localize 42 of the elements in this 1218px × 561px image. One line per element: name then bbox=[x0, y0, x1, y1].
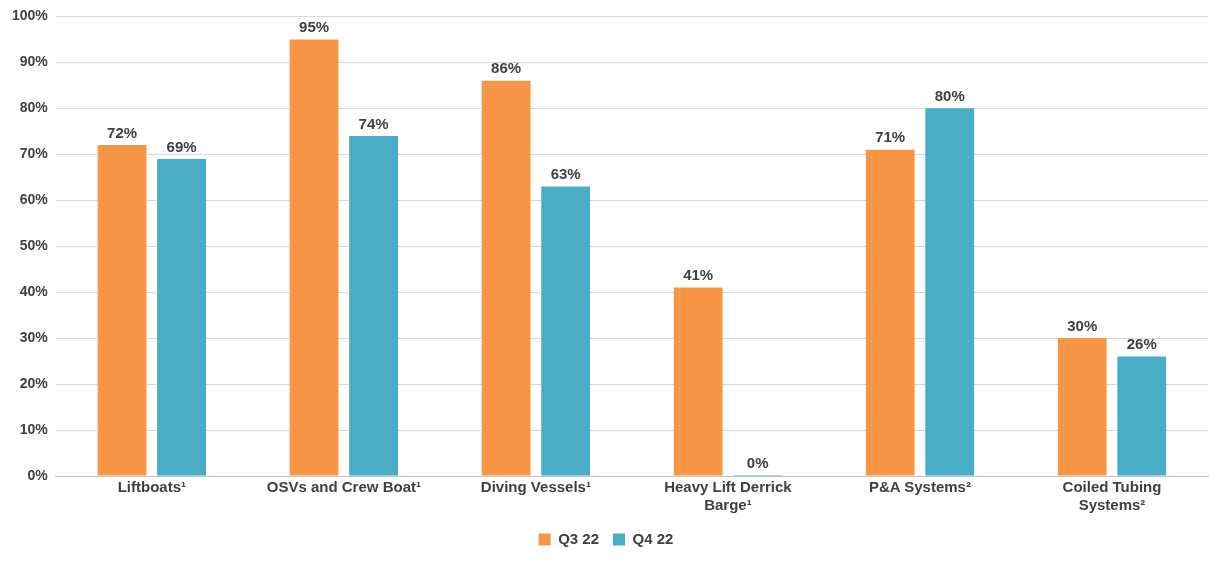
y-tick-label: 30% bbox=[19, 328, 49, 345]
data-label: 80% bbox=[934, 86, 965, 104]
y-tick-label: 100% bbox=[11, 7, 49, 24]
y-tick-label: 20% bbox=[19, 374, 49, 391]
bar bbox=[925, 108, 975, 476]
x-tick-label: Diving Vessels¹ bbox=[480, 478, 591, 496]
data-label: 71% bbox=[875, 128, 906, 146]
data-label: 69% bbox=[166, 137, 197, 155]
bar bbox=[1057, 338, 1107, 476]
y-tick-label: 10% bbox=[19, 420, 49, 437]
bar bbox=[157, 158, 206, 476]
bar bbox=[541, 186, 591, 476]
data-label: 0% bbox=[746, 453, 769, 471]
bar bbox=[97, 145, 147, 476]
bar bbox=[481, 80, 531, 476]
y-tick-label: 80% bbox=[19, 99, 49, 116]
bar bbox=[349, 135, 399, 476]
x-tick-label: P&A Systems² bbox=[868, 478, 971, 496]
y-tick-label: 50% bbox=[19, 237, 49, 254]
data-label: 26% bbox=[1126, 335, 1157, 353]
data-label: 72% bbox=[107, 123, 138, 141]
data-label: 63% bbox=[550, 165, 581, 183]
data-label: 95% bbox=[299, 18, 330, 36]
data-label: 41% bbox=[683, 266, 714, 284]
x-tick-label: Liftboats¹ bbox=[117, 478, 186, 496]
bar bbox=[865, 149, 915, 476]
y-tick-label: 40% bbox=[19, 283, 49, 300]
data-label: 74% bbox=[358, 114, 389, 132]
x-tick-label: OSVs and Crew Boat¹ bbox=[266, 478, 421, 496]
bar bbox=[289, 39, 339, 476]
y-tick-label: 90% bbox=[19, 53, 49, 70]
data-label: 86% bbox=[491, 59, 522, 77]
y-tick-label: 60% bbox=[19, 191, 49, 208]
y-tick-label: 70% bbox=[19, 145, 49, 162]
data-label: 30% bbox=[1067, 316, 1098, 334]
bar bbox=[1117, 356, 1167, 476]
legend-label: Q3 22 bbox=[558, 529, 600, 547]
legend-label: Q4 22 bbox=[632, 529, 674, 547]
x-tick-label: Coiled Tubing Systems² bbox=[1062, 478, 1162, 514]
y-tick-label: 0% bbox=[27, 466, 49, 483]
x-tick-label: Heavy Lift Derrick Barge¹ bbox=[664, 478, 793, 514]
bar bbox=[673, 287, 723, 476]
